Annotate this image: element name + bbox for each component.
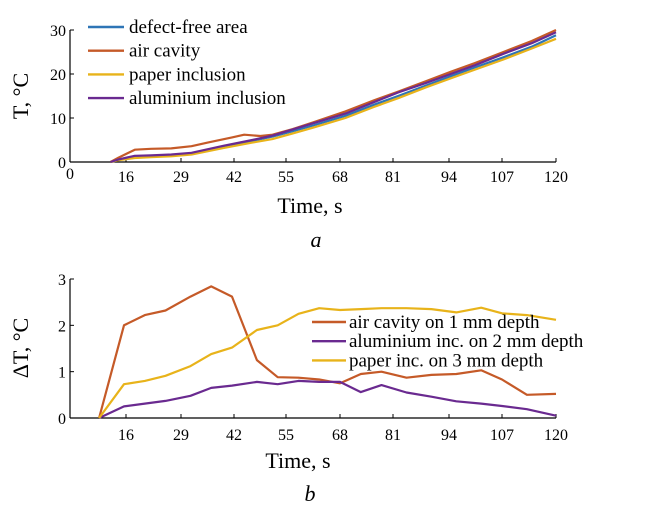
x-tick-label: 68 xyxy=(332,169,348,186)
y-tick-label: 1 xyxy=(58,365,66,382)
series-line-paper-inclusion xyxy=(110,37,557,164)
x-tick-label: 55 xyxy=(278,169,294,186)
panel-label: b xyxy=(305,481,316,506)
x-tick-label: 81 xyxy=(385,169,401,186)
legend-label: paper inclusion xyxy=(129,64,246,85)
legend-label: aluminium inc. on 2 mm depth xyxy=(349,331,584,352)
series-line-aluminium-inc-on-2-mm-depth xyxy=(98,379,557,419)
legend-label: air cavity on 1 mm depth xyxy=(349,312,540,333)
legend-label: air cavity xyxy=(129,41,201,62)
x-tick-label: 81 xyxy=(385,427,401,444)
x-tick-label: 120 xyxy=(544,427,568,444)
x-axis-label: Time, s xyxy=(265,448,330,473)
series-line-air-cavity-on-1-mm-depth xyxy=(98,285,557,419)
x-tick-label: 107 xyxy=(490,427,514,444)
y-tick-label: 30 xyxy=(50,23,66,40)
panel-label: a xyxy=(311,227,322,252)
y-axis-label: T, °C xyxy=(8,73,33,119)
y-tick-label: 0 xyxy=(58,411,66,428)
x-tick-label: 55 xyxy=(278,427,294,444)
y-tick-label: 20 xyxy=(50,67,66,84)
x-tick-label: 16 xyxy=(118,169,134,186)
x-tick-label: 42 xyxy=(226,169,242,186)
legend-label: aluminium inclusion xyxy=(129,88,286,109)
x-axis-label: Time, s xyxy=(277,193,342,218)
x-tick-label: 0 xyxy=(66,166,74,183)
y-tick-label: 0 xyxy=(58,155,66,172)
y-tick-label: 10 xyxy=(50,111,66,128)
x-tick-label: 42 xyxy=(226,427,242,444)
y-tick-label: 3 xyxy=(58,272,66,289)
chart-panel-b: 0 1 2 3 16 29 42 55 68 81 94 107 120 Time, s ΔT, °C b ai… xyxy=(8,272,584,506)
x-tick-label: 120 xyxy=(544,169,568,186)
series-line-paper-inc-on-3-mm-depth xyxy=(98,306,557,419)
x-tick-label: 29 xyxy=(173,169,189,186)
x-tick-label: 16 xyxy=(118,427,134,444)
x-tick-label: 94 xyxy=(441,169,457,186)
y-tick-label: 2 xyxy=(58,318,66,335)
legend-label: defect-free area xyxy=(129,17,248,38)
x-tick-label: 29 xyxy=(173,427,189,444)
x-tick-label: 94 xyxy=(441,427,457,444)
x-tick-label: 107 xyxy=(490,169,514,186)
chart-panel-a: 0 10 20 30 0 16 29 42 55 68 81 94 107 120 Time, s T, °C… xyxy=(8,17,568,252)
y-axis-label: ΔT, °C xyxy=(8,318,33,378)
legend-label: paper inc. on 3 mm depth xyxy=(349,350,544,371)
x-tick-label: 68 xyxy=(332,427,348,444)
series-line-aluminium-inclusion xyxy=(110,31,557,164)
